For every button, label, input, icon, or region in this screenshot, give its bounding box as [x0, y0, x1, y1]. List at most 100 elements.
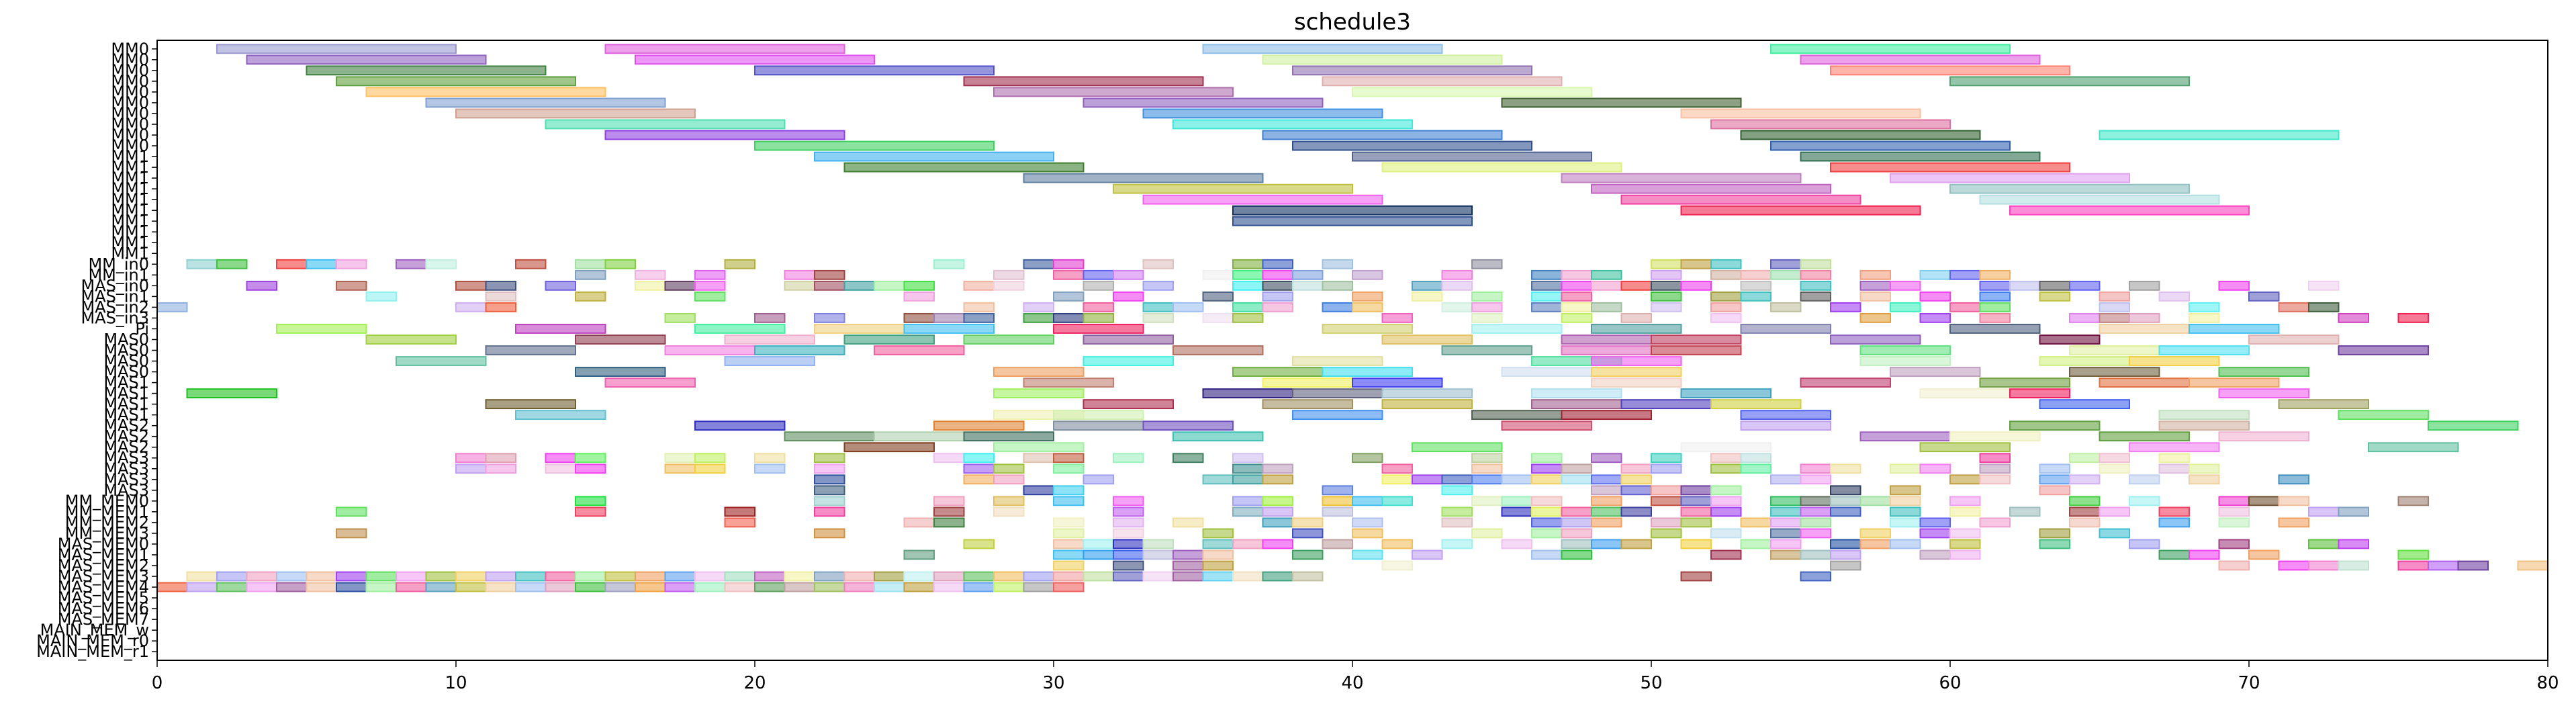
- interval-bar: [1262, 517, 1293, 528]
- interval-bar: [575, 453, 606, 463]
- interval-bar: [1083, 474, 1114, 485]
- interval-bar: [425, 582, 457, 592]
- interval-bar: [575, 335, 666, 345]
- interval-bar: [1142, 302, 1174, 312]
- interval-bar: [1770, 474, 1802, 485]
- interval-bar: [306, 65, 547, 76]
- interval-bar: [1561, 345, 1652, 355]
- interval-bar: [604, 259, 636, 269]
- y-tick-label: MM0: [111, 126, 149, 144]
- interval-bar: [1232, 216, 1473, 226]
- y-tick-label: MAIN_MEM_r1: [36, 642, 149, 661]
- interval-bar: [425, 571, 457, 582]
- interval-bar: [1471, 302, 1503, 312]
- interval-bar: [1501, 496, 1532, 506]
- interval-bars: [156, 44, 2548, 592]
- interval-bar: [1471, 324, 1563, 334]
- interval-bar: [216, 571, 248, 582]
- interval-bar: [2129, 280, 2160, 291]
- interval-bar: [1561, 463, 1592, 474]
- interval-bar: [1381, 335, 1473, 345]
- interval-bar: [993, 280, 1025, 291]
- interval-bar: [664, 280, 696, 291]
- y-tick-label: MM1: [111, 244, 149, 263]
- interval-bar: [1352, 496, 1383, 506]
- interval-bar: [1083, 280, 1114, 291]
- interval-bar: [1053, 528, 1085, 539]
- interval-bar: [903, 280, 935, 291]
- interval-bar: [1591, 539, 1622, 549]
- interval-bar: [336, 506, 367, 517]
- interval-bar: [1441, 506, 1473, 517]
- y-tick-label: MM1: [111, 233, 149, 252]
- interval-bar: [694, 324, 786, 334]
- interval-bar: [2039, 280, 2070, 291]
- interval-bar: [1232, 539, 1264, 549]
- interval-bar: [754, 65, 995, 76]
- y-tick-label: MM_in1: [88, 265, 149, 284]
- interval-bar: [1680, 280, 1712, 291]
- interval-bar: [2069, 313, 2101, 323]
- interval-bar: [1651, 528, 1682, 539]
- interval-bar: [1172, 119, 1413, 130]
- interval-bar: [1859, 291, 1891, 302]
- interval-bar: [2158, 517, 2190, 528]
- interval-bar: [2099, 431, 2190, 442]
- interval-bar: [1232, 313, 1264, 323]
- interval-bar: [1053, 517, 1085, 528]
- interval-bar: [2129, 442, 2220, 453]
- y-tick-label: MM1: [111, 158, 149, 177]
- interval-bar: [1919, 313, 1951, 323]
- interval-bar: [1531, 453, 1563, 463]
- interval-bar: [1800, 463, 1831, 474]
- interval-bar: [455, 582, 487, 592]
- interval-bar: [1710, 399, 1802, 410]
- interval-bar: [455, 453, 487, 463]
- interval-bar: [2308, 539, 2340, 549]
- interval-bar: [1710, 259, 1742, 269]
- interval-bar: [1023, 453, 1054, 463]
- interval-bar: [604, 582, 636, 592]
- interval-bar: [1172, 453, 1204, 463]
- interval-bar: [814, 506, 845, 517]
- interval-bar: [1292, 410, 1383, 421]
- interval-bar: [1292, 528, 1324, 539]
- interval-bar: [993, 388, 1085, 399]
- interval-bar: [1292, 140, 1532, 151]
- interval-bar: [1202, 474, 1234, 485]
- y-tick-label: MM0: [111, 136, 149, 155]
- interval-bar: [1800, 496, 1831, 506]
- interval-bar: [664, 313, 696, 323]
- interval-bar: [933, 421, 1025, 431]
- interval-bar: [1680, 506, 1712, 517]
- interval-bar: [1202, 388, 1293, 399]
- interval-bar: [1083, 571, 1114, 582]
- interval-bar: [2069, 517, 2101, 528]
- interval-bar: [186, 582, 218, 592]
- y-tick-label: MAS0: [103, 363, 149, 382]
- interval-bar: [1591, 280, 1622, 291]
- interval-bar: [1083, 302, 1114, 312]
- interval-bar: [1740, 453, 1772, 463]
- interval-bar: [843, 571, 875, 582]
- interval-bar: [365, 291, 397, 302]
- interval-bar: [1770, 259, 1802, 269]
- interval-bar: [724, 571, 755, 582]
- interval-bar: [455, 280, 487, 291]
- interval-bar: [2129, 539, 2160, 549]
- interval-bar: [993, 582, 1025, 592]
- interval-bar: [306, 259, 337, 269]
- interval-bar: [1561, 517, 1592, 528]
- interval-bar: [1023, 378, 1114, 388]
- interval-bar: [1232, 280, 1264, 291]
- interval-bar: [1053, 453, 1085, 463]
- interval-bar: [2099, 453, 2130, 463]
- interval-bar: [2428, 421, 2519, 431]
- interval-bar: [1053, 496, 1085, 506]
- interval-bar: [843, 280, 875, 291]
- y-tick-label: MM0: [111, 83, 149, 101]
- interval-bar: [2099, 378, 2190, 388]
- interval-bar: [1113, 453, 1144, 463]
- interval-bar: [1561, 474, 1592, 485]
- interval-bar: [1531, 388, 1622, 399]
